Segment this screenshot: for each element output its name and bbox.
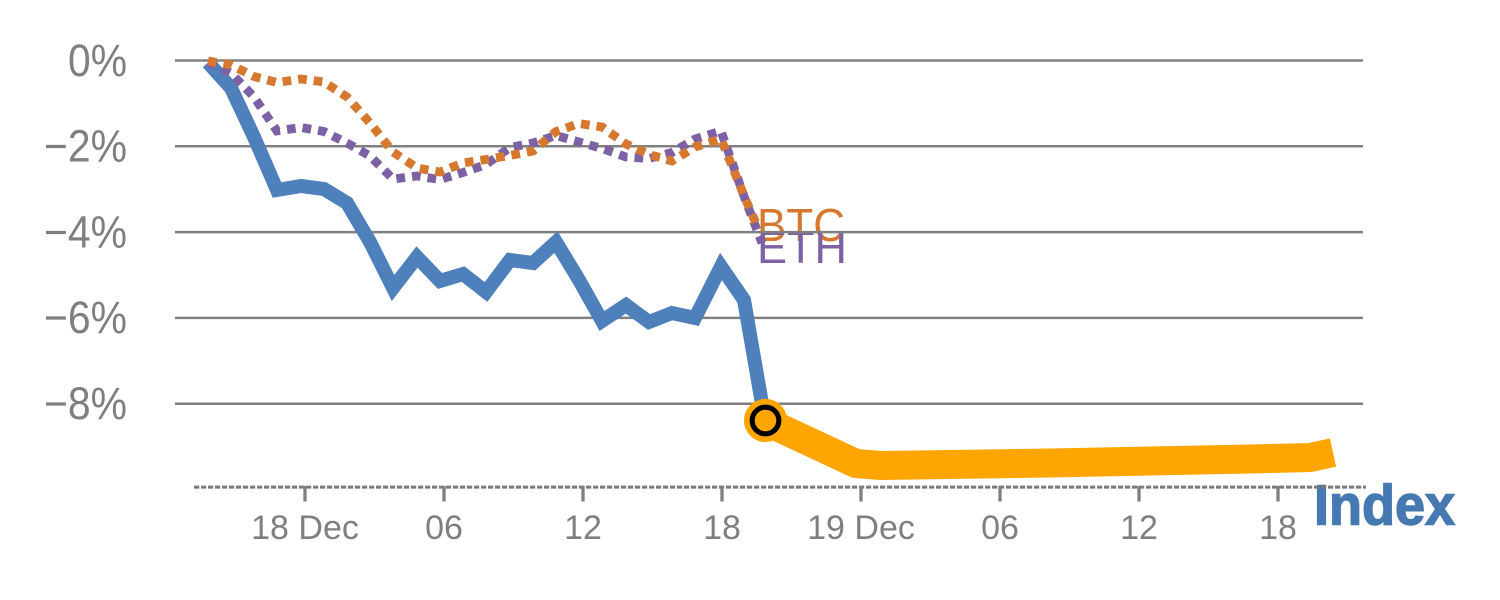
svg-text:0%: 0% — [68, 35, 127, 86]
svg-text:BTC: BTC — [757, 199, 845, 251]
svg-text:06: 06 — [981, 509, 1019, 547]
svg-text:18: 18 — [1259, 509, 1297, 547]
svg-text:18: 18 — [703, 509, 741, 547]
svg-text:−8%: −8% — [44, 378, 127, 429]
svg-text:Index: Index — [1314, 474, 1455, 538]
svg-text:ETH: ETH — [757, 222, 847, 273]
svg-text:−6%: −6% — [44, 292, 127, 343]
svg-text:−2%: −2% — [44, 121, 127, 172]
svg-text:06: 06 — [425, 509, 463, 547]
svg-text:−4%: −4% — [44, 206, 127, 257]
svg-text:12: 12 — [564, 509, 602, 547]
svg-text:19 Dec: 19 Dec — [807, 509, 915, 547]
svg-text:18 Dec: 18 Dec — [251, 509, 359, 547]
svg-text:12: 12 — [1120, 509, 1158, 547]
